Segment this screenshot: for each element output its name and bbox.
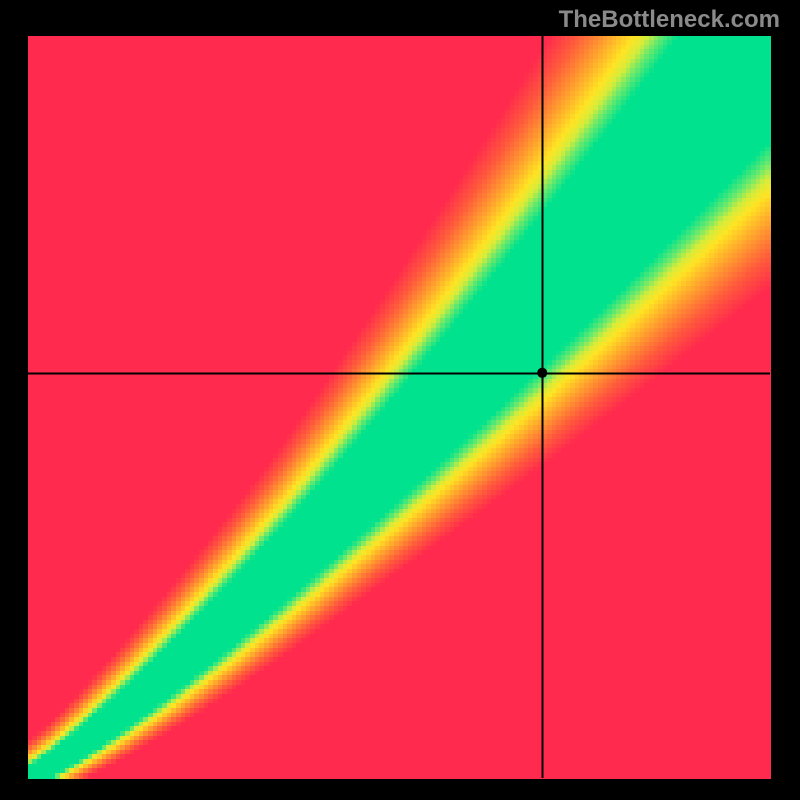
watermark-text: TheBottleneck.com	[559, 6, 780, 34]
bottleneck-heatmap	[0, 0, 800, 800]
